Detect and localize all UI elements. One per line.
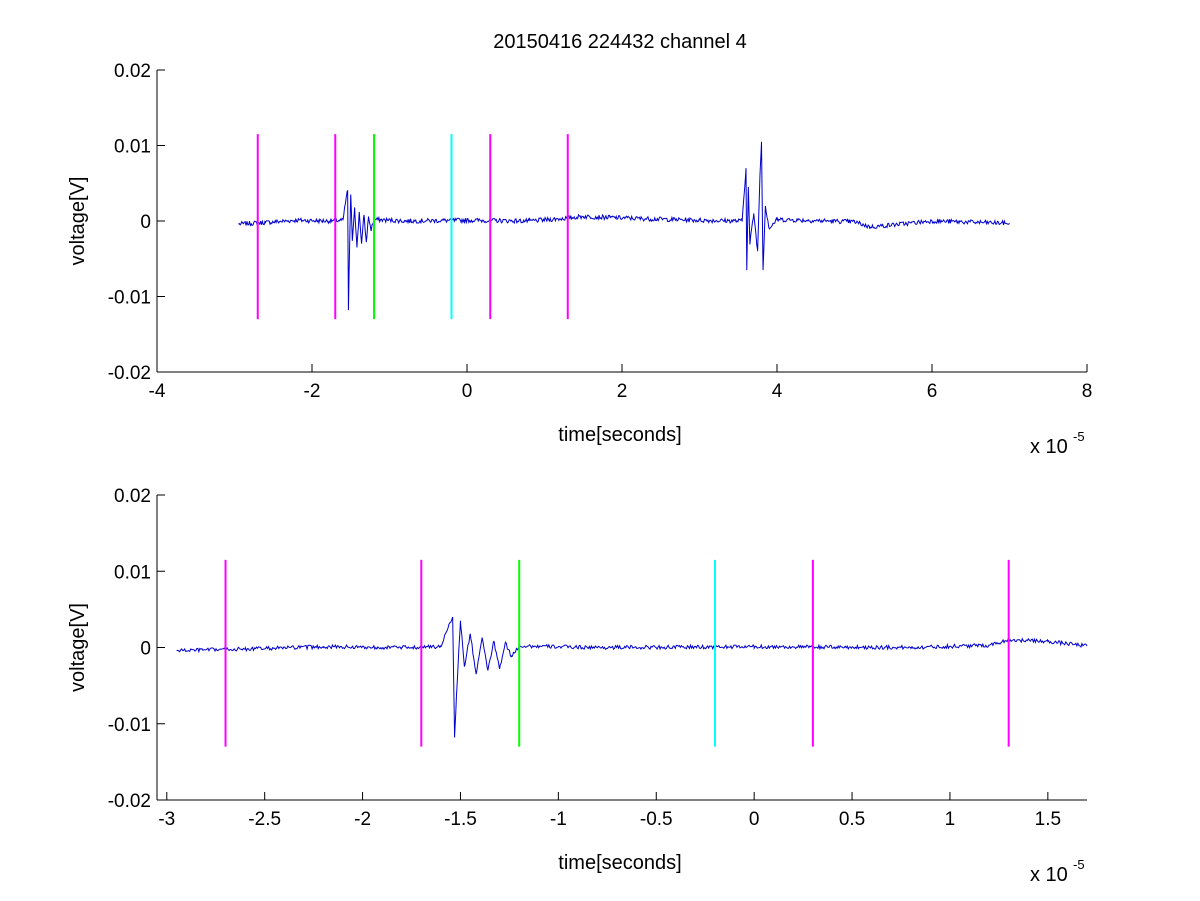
x-tick-label: 0.5 <box>839 809 865 830</box>
y-tick-label: 0.02 <box>114 486 151 507</box>
x-tick-label: 1 <box>945 809 956 830</box>
x-tick-label: 4 <box>772 381 783 402</box>
x-tick-label: 2 <box>617 381 628 402</box>
x-tick-label: 0 <box>749 809 760 830</box>
y-tick-label: 0.01 <box>114 562 151 583</box>
x-tick-label: 0 <box>462 381 473 402</box>
y-axis-title: voltage[V] <box>67 177 89 266</box>
top-plot: -4 -2 0 2 4 6 8 -0.02 -0.01 0 0.01 0.02 time[seconds… <box>67 61 1092 458</box>
x-multiplier-exponent: -5 <box>1073 857 1085 872</box>
x-tick-label: -0.5 <box>640 809 673 830</box>
x-tick-label: 8 <box>1082 381 1093 402</box>
y-tick-label: 0 <box>140 212 151 233</box>
y-tick-label: 0 <box>140 639 151 660</box>
y-tick-label: -0.01 <box>108 715 151 736</box>
bottom-plot: -3 -2.5 -2 -1.5 -1 -0.5 0 0.5 1 1.5 -0.02 -0.01 0 0.0… <box>67 486 1088 886</box>
y-tick-label: -0.02 <box>108 791 151 812</box>
y-tick-label: 0.01 <box>114 137 151 158</box>
x-tick-label: -2.5 <box>248 809 281 830</box>
y-tick-label: 0.02 <box>114 61 151 82</box>
x-tick-label: -2 <box>354 809 371 830</box>
x-tick-label: -4 <box>149 381 166 402</box>
x-multiplier-exponent: -5 <box>1073 429 1085 444</box>
x-axis-title: time[seconds] <box>558 852 681 874</box>
signal-line <box>238 141 1010 311</box>
y-tick-label: -0.01 <box>108 288 151 309</box>
x-tick-label: 1.5 <box>1035 809 1061 830</box>
x-tick-label: -2 <box>304 381 321 402</box>
x-tick-label: -3 <box>158 809 175 830</box>
figure-title: 20150416 224432 channel 4 <box>493 31 747 53</box>
x-multiplier: x 10 <box>1030 864 1068 886</box>
y-axis-title: voltage[V] <box>67 603 89 692</box>
x-tick-label: 6 <box>927 381 938 402</box>
y-tick-label: -0.02 <box>108 363 151 384</box>
signal-line <box>176 616 1088 738</box>
x-tick-label: -1.5 <box>444 809 477 830</box>
x-axis-title: time[seconds] <box>558 424 681 446</box>
x-tick-label: -1 <box>550 809 567 830</box>
x-multiplier: x 10 <box>1030 436 1068 458</box>
